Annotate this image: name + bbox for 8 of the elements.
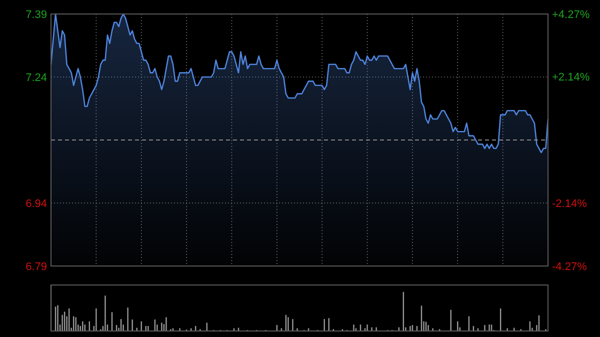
y2-tick-label: -4.27% [552,260,588,273]
y-tick-label: 6.79 [26,260,47,273]
y2-tick-label: -2.14% [552,198,588,210]
y2-tick-label: +4.27% [552,8,590,21]
y-tick-label: 7.24 [26,72,47,84]
y-tick-label: 6.94 [26,198,47,210]
y-tick-label: 7.39 [26,8,47,21]
y2-tick-label: +2.14% [552,72,590,84]
